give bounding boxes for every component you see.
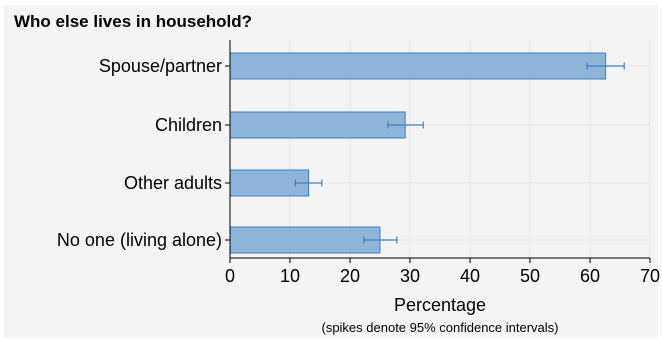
- bar-0: [229, 52, 607, 80]
- x-tick-label-10: 10: [280, 266, 300, 286]
- x-tick-label-0: 0: [225, 266, 235, 286]
- x-tick-label-30: 30: [400, 266, 420, 286]
- x-tick-label-20: 20: [340, 266, 360, 286]
- category-label-3: No one (living alone): [57, 230, 222, 250]
- bar-1: [229, 111, 406, 139]
- category-label-2: Other adults: [124, 173, 222, 193]
- x-tick-label-50: 50: [520, 266, 540, 286]
- bar-3: [229, 226, 381, 254]
- error-bars: [294, 62, 625, 244]
- chart-title: Who else lives in household?: [14, 12, 253, 31]
- axes: Spouse/partner Children Other adults No one…: [57, 40, 660, 286]
- x-tick-label-60: 60: [580, 266, 600, 286]
- x-tick-label-70: 70: [640, 266, 660, 286]
- x-axis-label: Percentage: [394, 295, 486, 315]
- category-label-0: Spouse/partner: [99, 56, 222, 76]
- x-axis-note: (spikes denote 95% confidence intervals): [321, 320, 558, 335]
- category-label-1: Children: [155, 115, 222, 135]
- bars: [229, 52, 607, 254]
- x-tick-label-40: 40: [460, 266, 480, 286]
